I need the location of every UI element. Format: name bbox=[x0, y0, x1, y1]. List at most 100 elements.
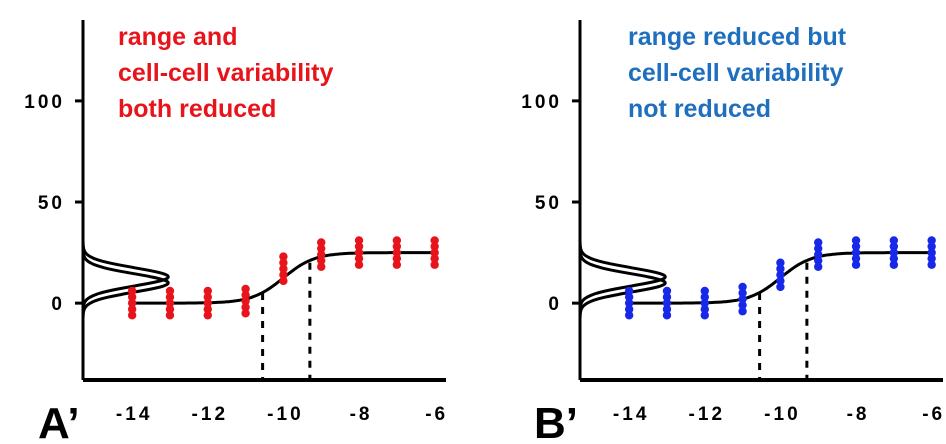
data-point bbox=[700, 298, 709, 308]
data-point bbox=[624, 311, 634, 320]
data-point bbox=[241, 284, 250, 294]
data-point bbox=[889, 248, 899, 257]
data-point bbox=[165, 305, 175, 314]
data-point bbox=[392, 248, 402, 257]
data-point bbox=[203, 286, 212, 296]
data-point bbox=[738, 282, 747, 292]
data-point bbox=[392, 236, 402, 245]
data-point bbox=[241, 309, 250, 318]
data-point bbox=[851, 254, 861, 263]
data-point bbox=[241, 296, 250, 306]
data-point bbox=[700, 305, 709, 314]
data-point bbox=[279, 276, 288, 286]
data-point bbox=[279, 258, 288, 267]
data-point bbox=[241, 290, 250, 300]
data-point bbox=[624, 286, 634, 296]
data-point bbox=[889, 254, 899, 263]
data-point bbox=[430, 260, 439, 269]
data-point bbox=[203, 311, 212, 320]
distribution-curve bbox=[81, 240, 170, 314]
panel-label: A’ bbox=[38, 399, 80, 444]
data-point bbox=[127, 311, 137, 320]
y-tick-label: 0 bbox=[548, 294, 562, 315]
data-point bbox=[203, 292, 212, 302]
annotation-text: cell-cell variability bbox=[118, 59, 333, 87]
data-point bbox=[279, 252, 288, 261]
data-point bbox=[127, 298, 137, 308]
annotation-text: both reduced bbox=[118, 95, 276, 123]
y-tick-label: 50 bbox=[38, 193, 65, 214]
chart-panel-1: 0 50 100 -14 -12 -10 -8 -6 range and cell-cell va… bbox=[24, 20, 448, 444]
data-point bbox=[851, 236, 861, 245]
data-point bbox=[927, 236, 936, 245]
data-point bbox=[814, 238, 823, 247]
x-tick-label: -10 bbox=[267, 404, 303, 425]
data-point bbox=[624, 292, 634, 302]
panel-label: B’ bbox=[534, 399, 578, 444]
data-point bbox=[127, 305, 137, 314]
data-point bbox=[392, 260, 402, 269]
y-tick-label: 100 bbox=[24, 92, 65, 113]
data-point bbox=[430, 242, 439, 251]
distribution-curve bbox=[578, 246, 667, 320]
data-point bbox=[700, 292, 709, 302]
data-point bbox=[317, 250, 326, 259]
data-point bbox=[851, 260, 861, 269]
x-tick-label: -14 bbox=[613, 404, 649, 425]
x-tick-label: -12 bbox=[192, 404, 228, 425]
data-point bbox=[317, 256, 326, 265]
data-point bbox=[165, 311, 175, 320]
data-point bbox=[662, 305, 672, 314]
data-point bbox=[354, 236, 364, 245]
data-point bbox=[279, 264, 288, 273]
data-point bbox=[851, 242, 861, 251]
y-tick-label: 100 bbox=[521, 92, 562, 113]
data-point bbox=[889, 260, 899, 269]
data-point bbox=[279, 270, 288, 280]
data-point bbox=[738, 300, 747, 310]
annotation-text: range reduced but bbox=[628, 23, 847, 51]
data-point bbox=[814, 250, 823, 259]
data-point bbox=[662, 292, 672, 302]
data-point bbox=[392, 242, 402, 251]
data-point bbox=[624, 305, 634, 314]
x-tick-label: -6 bbox=[425, 404, 448, 425]
data-point bbox=[776, 276, 785, 286]
annotation-text: cell-cell variability bbox=[628, 59, 843, 87]
data-point bbox=[851, 248, 861, 257]
data-point bbox=[317, 262, 326, 271]
data-point bbox=[814, 256, 823, 265]
annotation-text: not reduced bbox=[628, 95, 771, 123]
data-point bbox=[662, 311, 672, 320]
data-point bbox=[165, 286, 175, 296]
data-point bbox=[776, 270, 785, 280]
data-point bbox=[700, 286, 709, 296]
data-point bbox=[738, 294, 747, 304]
data-point bbox=[927, 248, 936, 257]
data-point bbox=[392, 254, 402, 263]
y-tick-label: 0 bbox=[51, 294, 65, 315]
data-point bbox=[241, 302, 250, 312]
data-point bbox=[776, 258, 785, 267]
data-point bbox=[738, 307, 747, 316]
data-point bbox=[354, 242, 364, 251]
data-point bbox=[889, 236, 899, 245]
data-point bbox=[624, 298, 634, 308]
data-point bbox=[776, 264, 785, 273]
x-tick-label: -12 bbox=[689, 404, 725, 425]
annotation-text: range and bbox=[118, 23, 237, 51]
data-point bbox=[127, 292, 137, 302]
data-point bbox=[927, 242, 936, 251]
data-point bbox=[776, 282, 785, 292]
data-point bbox=[127, 286, 137, 296]
data-point bbox=[354, 260, 364, 269]
x-tick-label: -8 bbox=[350, 404, 373, 425]
data-point bbox=[814, 244, 823, 253]
x-tick-label: -14 bbox=[116, 404, 152, 425]
x-tick-label: -10 bbox=[764, 404, 800, 425]
data-point bbox=[927, 260, 936, 269]
y-tick-label: 50 bbox=[535, 193, 562, 214]
data-point bbox=[203, 298, 212, 308]
data-point bbox=[889, 242, 899, 251]
